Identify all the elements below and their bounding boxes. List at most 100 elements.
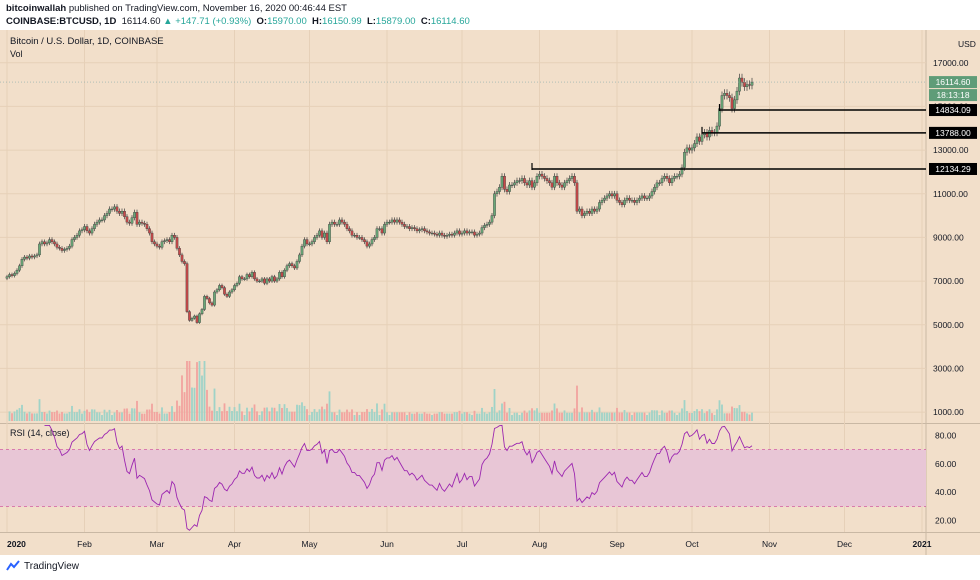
price-axis[interactable] bbox=[926, 30, 980, 555]
volume-bar bbox=[438, 412, 441, 421]
candle bbox=[640, 195, 644, 199]
candle bbox=[108, 208, 111, 214]
candle bbox=[660, 178, 664, 184]
volume-bar bbox=[413, 413, 416, 421]
candle bbox=[180, 254, 184, 262]
volume-bar bbox=[541, 412, 543, 421]
candle bbox=[313, 237, 316, 242]
candle bbox=[120, 211, 124, 214]
volume-bar bbox=[233, 407, 236, 421]
volume-bar bbox=[671, 410, 673, 421]
candle bbox=[193, 315, 196, 319]
candle bbox=[225, 293, 229, 297]
volume-bar bbox=[501, 403, 503, 421]
candle bbox=[258, 280, 261, 283]
close-label: C: bbox=[420, 16, 431, 27]
volume-bar bbox=[488, 412, 491, 421]
volume-bar bbox=[126, 408, 128, 421]
candle bbox=[575, 182, 579, 212]
candle bbox=[365, 241, 369, 247]
volume-bar bbox=[203, 361, 206, 421]
publisher-name[interactable]: bitcoinwallah bbox=[6, 3, 67, 14]
time-tick-label: 2020 bbox=[7, 539, 26, 549]
volume-bar bbox=[321, 406, 323, 421]
volume-bar bbox=[48, 410, 51, 421]
time-axis[interactable] bbox=[0, 532, 926, 555]
volume-bar bbox=[558, 412, 561, 421]
candle bbox=[210, 302, 214, 306]
symbol-ohlc-line: COINBASE:BTCUSD, 1D 16114.60 ▲ +147.71 (… bbox=[6, 16, 470, 27]
rsi-tick-label: 80.00 bbox=[935, 430, 957, 440]
candle bbox=[325, 232, 329, 242]
candle bbox=[305, 239, 309, 245]
candle bbox=[40, 241, 44, 245]
volume-bar bbox=[103, 409, 106, 421]
volume-bar bbox=[276, 411, 278, 421]
candle bbox=[443, 235, 446, 237]
rsi-tick-label: 20.00 bbox=[935, 516, 957, 526]
candle bbox=[58, 247, 61, 249]
volume-bar bbox=[16, 409, 18, 421]
volume-bar bbox=[141, 413, 143, 421]
candle bbox=[748, 84, 751, 86]
volume-bar bbox=[111, 415, 113, 421]
volume-bar bbox=[603, 412, 606, 421]
volume-bar bbox=[401, 412, 403, 421]
volume-bar bbox=[131, 408, 133, 421]
candle bbox=[60, 248, 64, 251]
candle bbox=[585, 211, 589, 214]
volume-bar bbox=[261, 411, 263, 421]
price-pane[interactable] bbox=[0, 30, 926, 423]
candle bbox=[113, 206, 116, 210]
candle bbox=[450, 233, 454, 236]
time-tick-label: May bbox=[301, 539, 318, 549]
volume-bar bbox=[361, 412, 363, 421]
volume-bar bbox=[168, 412, 171, 421]
tradingview-logo-icon[interactable] bbox=[6, 560, 20, 572]
candle bbox=[730, 97, 734, 109]
level-tag bbox=[929, 104, 977, 117]
volume-bar bbox=[723, 413, 726, 421]
volume-bar bbox=[566, 412, 568, 421]
volume-bar bbox=[563, 410, 566, 421]
volume-bar bbox=[493, 389, 496, 421]
volume-bar bbox=[28, 411, 31, 421]
candle bbox=[360, 237, 364, 240]
candle bbox=[683, 152, 686, 168]
candle bbox=[413, 227, 416, 229]
candle bbox=[203, 296, 206, 310]
candle bbox=[198, 313, 201, 323]
candle bbox=[745, 84, 749, 87]
volume-bar bbox=[216, 411, 218, 421]
volume-bar bbox=[236, 411, 238, 421]
candle bbox=[183, 261, 186, 264]
volume-bar bbox=[96, 412, 98, 421]
candle bbox=[123, 211, 126, 217]
candle bbox=[328, 224, 331, 242]
rsi-line bbox=[44, 424, 753, 531]
volume-bar bbox=[46, 413, 48, 421]
volume-bar bbox=[411, 413, 413, 421]
volume-bar bbox=[128, 413, 131, 421]
volume-bar bbox=[8, 411, 11, 421]
candle bbox=[33, 255, 36, 258]
rsi-tick-label: 60.00 bbox=[935, 459, 957, 469]
price-chart[interactable]: 17000.0015000.0013000.0011000.009000.007… bbox=[0, 30, 980, 555]
volume-bar bbox=[398, 412, 401, 421]
tradingview-brand[interactable]: TradingView bbox=[24, 561, 80, 572]
volume-bar bbox=[708, 409, 711, 421]
volume-bar bbox=[533, 410, 536, 421]
candle bbox=[148, 228, 151, 234]
volume-bar bbox=[596, 412, 598, 421]
candle bbox=[515, 180, 519, 184]
candle bbox=[613, 193, 616, 197]
candle bbox=[488, 221, 491, 225]
volume-bar bbox=[428, 413, 431, 421]
volume-bar bbox=[486, 413, 488, 421]
volume-bar bbox=[713, 415, 716, 421]
candle bbox=[345, 224, 349, 229]
candle bbox=[630, 200, 634, 202]
volume-bar bbox=[86, 409, 88, 421]
volume-bar bbox=[431, 415, 433, 421]
candle bbox=[380, 228, 384, 234]
